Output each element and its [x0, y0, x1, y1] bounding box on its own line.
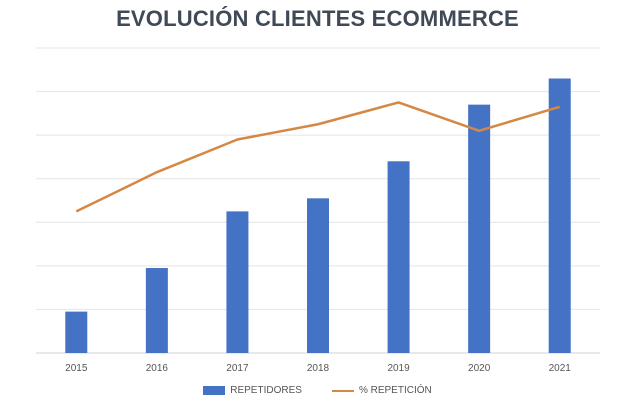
x-tick-label: 2015	[65, 363, 88, 374]
x-axis-ticks: 2015 2016 2017 2018 2019 2020 2021	[65, 363, 571, 374]
legend-label-bars: REPETIDORES	[230, 385, 302, 396]
bar-2018	[307, 198, 329, 353]
bar-2021	[548, 78, 571, 353]
x-tick-label: 2017	[226, 363, 249, 374]
legend: REPETIDORES % REPETICIÓN	[0, 385, 635, 396]
x-tick-label: 2020	[468, 363, 491, 374]
bar-series	[65, 78, 571, 354]
x-tick-label: 2021	[549, 363, 572, 374]
bar-2020	[468, 104, 491, 354]
chart-title: EVOLUCIÓN CLIENTES ECOMMERCE	[116, 6, 519, 31]
legend-swatch-line	[331, 389, 354, 392]
x-tick-label: 2016	[146, 363, 169, 374]
bar-2016	[145, 268, 168, 353]
legend-item-line: % REPETICIÓN	[331, 385, 432, 396]
x-tick-label: 2018	[307, 363, 330, 374]
bar-2015	[65, 311, 88, 353]
legend-swatch-bars	[203, 386, 226, 395]
bar-2017	[226, 211, 249, 353]
x-tick-label: 2019	[387, 363, 410, 374]
legend-item-bars: REPETIDORES	[203, 385, 302, 396]
legend-label-line: % REPETICIÓN	[358, 385, 432, 396]
bar-2019	[387, 161, 410, 353]
line-series	[75, 101, 561, 213]
